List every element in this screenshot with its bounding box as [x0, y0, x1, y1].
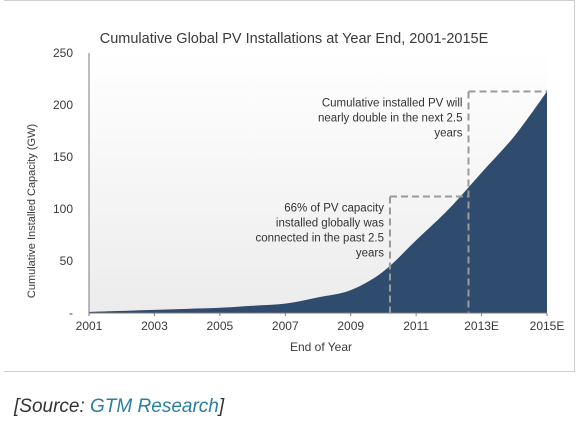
chart-frame: Cumulative Global PV Installations at Ye… — [4, 0, 575, 372]
x-tick-label: 2015E — [530, 319, 565, 333]
y-axis-label: Cumulative Installed Capacity (GW) — [26, 124, 38, 298]
x-tick-label: 2009 — [337, 319, 364, 333]
x-axis-label: End of Year — [290, 340, 352, 354]
y-tick-label: 250 — [53, 46, 73, 60]
y-tick-label: 150 — [53, 150, 73, 164]
annotation-1-line: connected in the past 2.5 — [255, 233, 384, 245]
y-tick-label: 50 — [60, 254, 74, 268]
source-citation: [Source: GTM Research] — [14, 396, 224, 418]
y-tick-label: - — [69, 306, 73, 320]
y-tick-label: 100 — [53, 202, 73, 216]
area-layer — [89, 91, 547, 313]
x-tick-label: 2011 — [403, 319, 429, 333]
annotation-1-line: 66% of PV capacity — [284, 203, 384, 215]
source-prefix: [Source: — [14, 396, 91, 417]
y-tick-label: 200 — [53, 98, 73, 112]
annotation-2-line: nearly double in the next 2.5 — [318, 112, 463, 124]
axes: - 50 100 150 200 250 2001 2003 2005 2007 2009 2011 2… — [53, 46, 564, 333]
x-tick-label: 2005 — [207, 319, 234, 333]
source-suffix: ] — [218, 396, 225, 417]
x-tick-label: 2003 — [141, 319, 168, 333]
x-tick-label: 2013E — [464, 319, 499, 333]
annotation-layer: 66% of PV capacity installed globally was… — [255, 90, 547, 313]
annotation-1-line: years — [356, 248, 384, 260]
chart-title: Cumulative Global PV Installations at Ye… — [100, 31, 489, 47]
annotation-2-line: years — [434, 127, 462, 139]
x-tick-label: 2001 — [76, 319, 103, 333]
annotation-2-line: Cumulative installed PV will — [322, 97, 463, 109]
x-tick-label: 2007 — [272, 319, 299, 333]
area-chart: Cumulative Global PV Installations at Ye… — [26, 31, 564, 354]
source-name: GTM Research — [90, 396, 219, 417]
area-series — [89, 91, 547, 313]
annotation-1-line: installed globally was — [276, 218, 384, 230]
